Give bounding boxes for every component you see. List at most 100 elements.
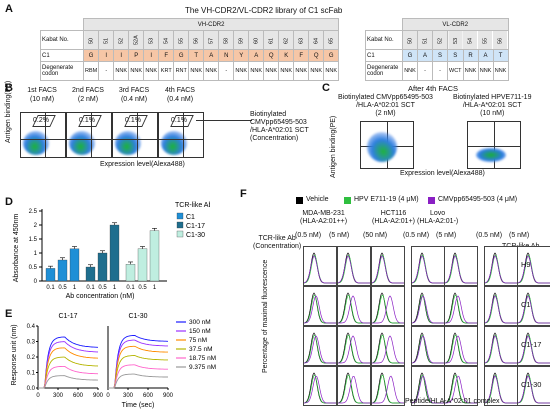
- vl-codon-cell: NNK: [477, 61, 494, 81]
- vl-kabat-cell: 54: [463, 30, 479, 50]
- histogram-plot: [517, 246, 550, 286]
- sensorgram-curve: [38, 365, 99, 389]
- vl-row-label-kabat: Kabat No.: [365, 30, 403, 50]
- sensorgram-title: C1-17: [58, 313, 77, 320]
- vh-codon-cell: RNT: [173, 61, 190, 81]
- histogram-curve: [445, 375, 477, 404]
- legend-label: 150 nM: [189, 328, 211, 335]
- x-tick-label: 900: [93, 393, 104, 399]
- y-tick-label: 0.3: [27, 340, 36, 346]
- histogram-curve: [445, 255, 477, 284]
- x-tick-label: 0.5: [98, 285, 107, 291]
- vl-c1-cell: S: [447, 49, 464, 62]
- facs-plot-b: 0.1%: [66, 112, 112, 158]
- histogram-curve: [518, 295, 550, 324]
- facs-round-header: 1st FACS (10 nM): [27, 87, 57, 103]
- histogram-plot: [411, 246, 445, 286]
- concentration-label: (5 nM): [329, 232, 350, 239]
- vh-kabat-cell: 60: [248, 30, 264, 50]
- vh-codon-cell: NNK: [203, 61, 220, 81]
- vh-codon-cell: RBM: [82, 61, 100, 81]
- y-tick-label: 2: [34, 223, 38, 229]
- panel-c-xlabel: Expression level(Alexa488): [400, 170, 485, 177]
- histogram-curve: [485, 375, 517, 404]
- histogram-curve: [485, 295, 517, 324]
- histogram-curve: [372, 335, 404, 364]
- vh-c1-cell: G: [173, 49, 190, 62]
- histogram-plot: [517, 326, 550, 366]
- sensorgram-curve: [38, 336, 98, 389]
- sensorgram-curve: [108, 345, 168, 389]
- vh-codon-cell: NNK: [113, 61, 130, 81]
- x-tick-label: 0.1: [46, 285, 55, 291]
- facs-round-header: 3rd FACS (0.4 nM): [118, 87, 150, 103]
- histogram-curve: [412, 295, 444, 324]
- y-tick-label: 2.5: [29, 209, 38, 215]
- vh-codon-cell: NNK: [233, 61, 250, 81]
- x-tick-label: 1: [153, 285, 157, 291]
- vh-c1-cell: I: [113, 49, 130, 62]
- sensorgram-curve: [108, 373, 168, 389]
- gate-percentage: 0.1%: [79, 117, 95, 124]
- x-axis-label: Time (sec): [122, 402, 155, 409]
- vh-codon-cell: KRT: [158, 61, 175, 81]
- bar: [85, 266, 96, 282]
- vh-c1-cell: A: [203, 49, 220, 62]
- panel-f-xlabel: Peptide/HLA-A*02:01 complex: [405, 398, 500, 405]
- bar: [97, 252, 108, 282]
- x-tick-label: 300: [53, 393, 64, 399]
- vh-kabat-cell: 62: [278, 30, 294, 50]
- vh-table: VH-CDR2 Kabat No. 50 51 52 52A 53 54 55 56 57 58 59…: [40, 18, 340, 81]
- gate-percentage: 0.1%: [171, 117, 187, 124]
- vh-codon-cell: NNK: [278, 61, 295, 81]
- concentration-label: (0.5 nM): [295, 232, 322, 239]
- legend-label: C1: [186, 214, 195, 221]
- histogram-plot: [517, 286, 550, 326]
- panel-b-ylabel: Antigen binding(PE): [5, 80, 12, 143]
- histogram-plot: [411, 326, 445, 366]
- sensorgram-curve: [38, 375, 98, 389]
- histogram-curve: [445, 295, 477, 324]
- vl-codon-cell: -: [432, 61, 448, 81]
- vl-kabat-cell: 50: [402, 30, 418, 50]
- panel-label-a: A: [5, 3, 13, 15]
- y-tick-label: 0.1: [27, 371, 36, 377]
- legend-label: C1-30: [186, 232, 205, 239]
- legend-swatch: [428, 197, 435, 204]
- vl-row-label-codon: Degenerate codon: [365, 61, 403, 81]
- vh-c1-cell: Y: [233, 49, 250, 62]
- histogram-plot: [371, 366, 405, 406]
- histogram-curve: [338, 375, 370, 404]
- vl-kabat-cell: 53: [447, 30, 464, 50]
- concentration-label: (0.5 nM): [403, 232, 430, 239]
- sensorgram-curve: [108, 335, 168, 389]
- histogram-plot: [484, 286, 518, 326]
- histogram-curve: [485, 335, 517, 364]
- histogram-plot: [303, 326, 337, 366]
- vh-codon-cell: NNK: [188, 61, 205, 81]
- cell-line-header: HCT116 (HLA-A2:01+): [372, 210, 415, 225]
- vl-kabat-cell: 56: [493, 30, 509, 50]
- histogram-curve: [338, 255, 370, 284]
- vh-codon-cell: NNK: [128, 61, 145, 81]
- vh-codon-cell: NNK: [248, 61, 265, 81]
- y-tick-label: 0.2: [27, 355, 36, 361]
- panel-label-c: C: [322, 82, 330, 94]
- bar: [57, 259, 68, 282]
- legend-swatch: [344, 197, 351, 204]
- sensorgram-curve: [108, 339, 168, 389]
- x-tick-label: 0.5: [58, 285, 67, 291]
- vh-kabat-cell: 57: [203, 30, 219, 50]
- vl-row-label-c1: C1: [365, 49, 403, 62]
- bar: [149, 230, 160, 282]
- vh-codon-cell: NNK: [323, 61, 340, 81]
- vh-kabat-cell: 54: [158, 30, 174, 50]
- x-tick-label: 600: [73, 393, 84, 399]
- x-tick-label: 0.1: [126, 285, 135, 291]
- x-tick-label: 1: [73, 285, 77, 291]
- vh-c1-cell: K: [278, 49, 295, 62]
- histogram-plot: [444, 366, 478, 406]
- vh-c1-cell: P: [128, 49, 145, 62]
- vl-c1-cell: R: [462, 49, 479, 62]
